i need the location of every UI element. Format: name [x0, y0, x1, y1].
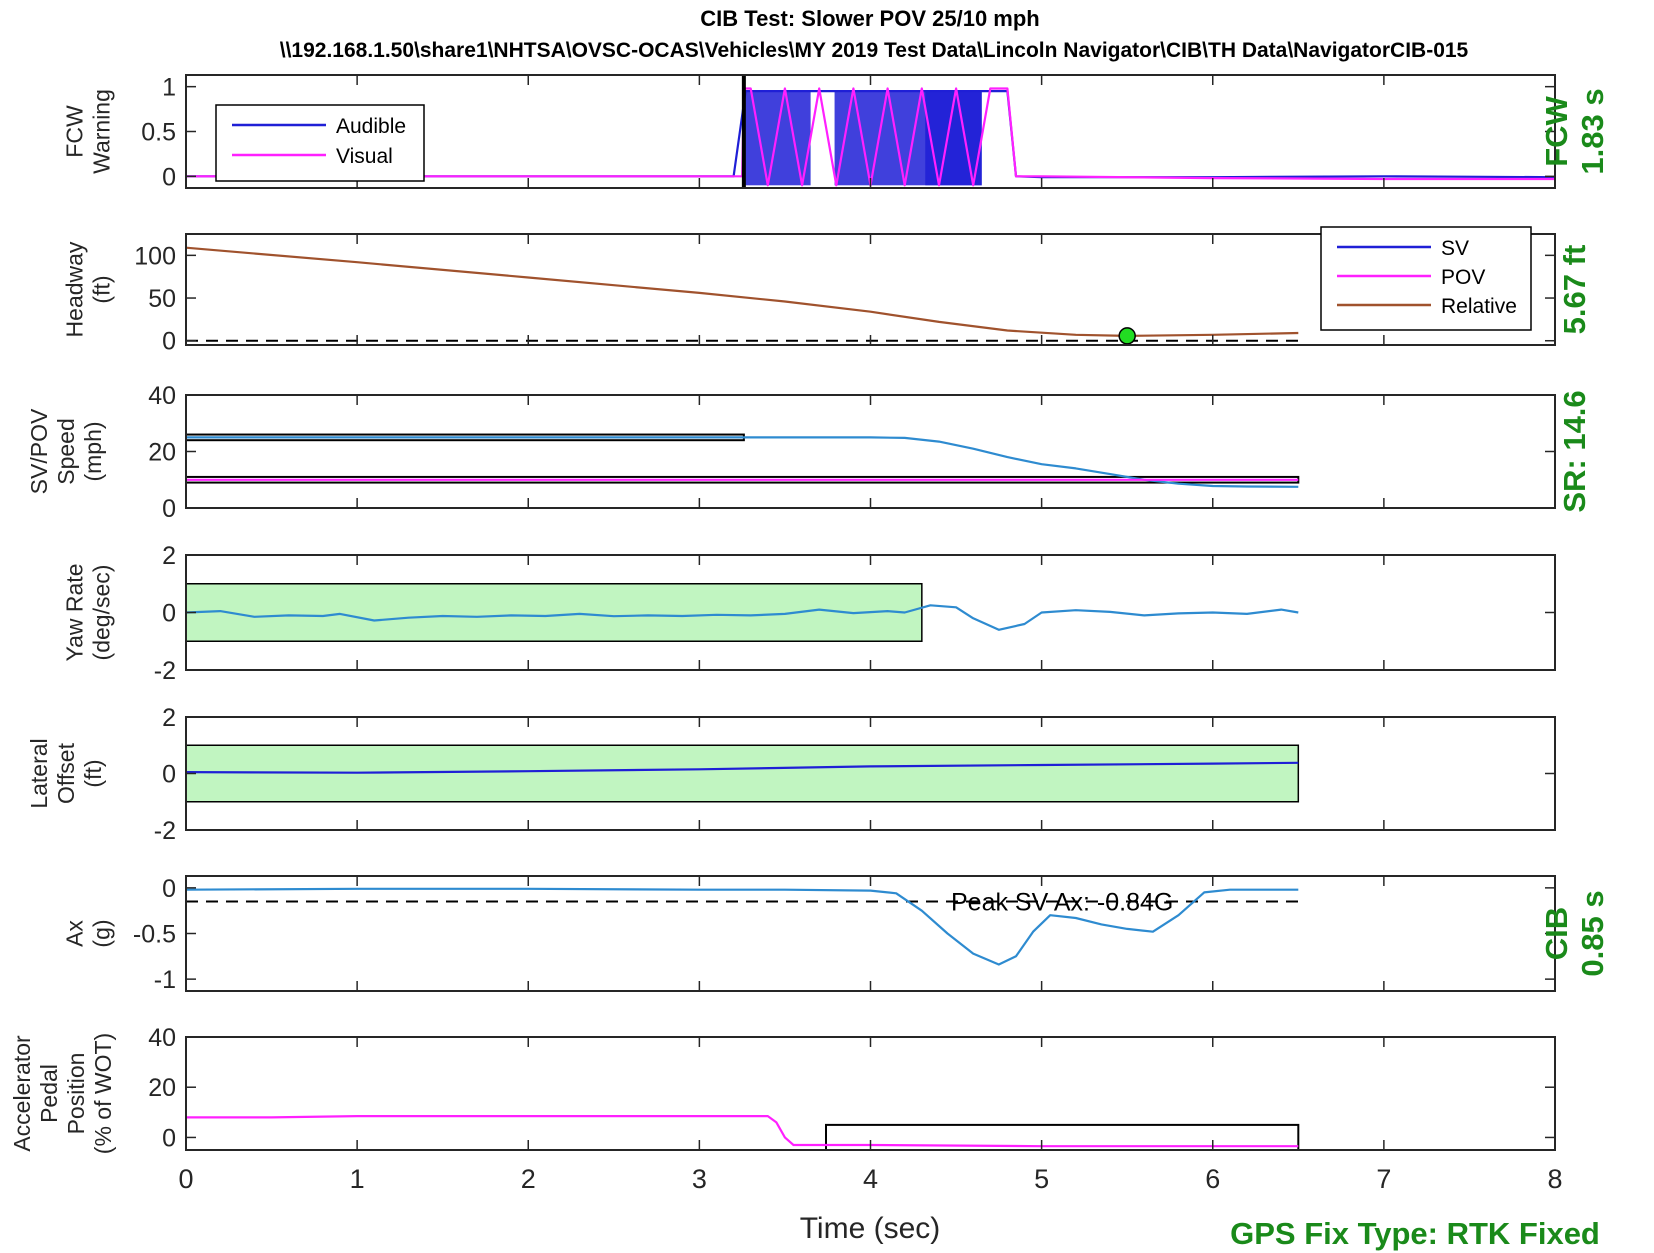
- tolerance-band: [185, 583, 923, 642]
- y-axis-label-line: Lateral: [26, 738, 52, 808]
- series-relative-line: [185, 246, 1299, 337]
- y-axis-label-line: SV/POV: [26, 408, 52, 494]
- y-axis-label-line: FCW: [62, 105, 88, 158]
- y-axis-label-line: (ft): [89, 275, 115, 303]
- right-result-label: 0.85 s: [1575, 890, 1610, 976]
- y-axis-label-line: Offset: [53, 742, 79, 804]
- x-tick-label: 5: [1034, 1164, 1049, 1194]
- x-tick-label: 2: [521, 1164, 536, 1194]
- y-axis-label-line: Headway: [62, 241, 88, 337]
- peak-ax-annotation: Peak SV Ax: -0.84G: [951, 889, 1173, 917]
- series-ax-line: [185, 887, 1299, 966]
- x-axis-label: Time (sec): [800, 1212, 941, 1245]
- y-axis-label-line: (mph): [80, 421, 106, 481]
- series-lateral-line: [185, 761, 1299, 774]
- y-tick-label: 0: [162, 163, 176, 191]
- y-tick-label: -2: [154, 817, 176, 845]
- legend-box: [1320, 226, 1532, 331]
- y-tick-label: 100: [134, 242, 176, 270]
- legend-box: [215, 104, 425, 182]
- y-tick-label: 50: [148, 285, 176, 313]
- right-result-label: 1.83 s: [1575, 88, 1610, 174]
- y-tick-label: 1: [162, 74, 176, 102]
- y-axis-label-line: Warning: [89, 89, 115, 174]
- right-result-label: SR: 14.6: [1557, 390, 1592, 512]
- chart-subtitle: \\192.168.1.50\share1\NHTSA\OVSC-OCAS\Ve…: [280, 39, 1469, 62]
- y-tick-label: 2: [162, 542, 176, 570]
- audible-burst-0: [745, 91, 811, 186]
- x-tick-label: 1: [350, 1164, 365, 1194]
- axes-frame: [185, 1036, 1556, 1151]
- y-axis-label-line: Accelerator: [9, 1035, 35, 1152]
- x-tick-label: 4: [863, 1164, 878, 1194]
- legend-fcw: Audible Visual: [215, 104, 425, 182]
- right-result-label: 5.67 ft: [1557, 245, 1592, 335]
- min-headway-point: [1118, 327, 1136, 345]
- y-axis-label-line: Position: [63, 1053, 89, 1135]
- y-axis-label-line: Ax: [62, 920, 88, 947]
- series-yaw-line: [185, 604, 1299, 631]
- legend-label: SV: [1441, 237, 1469, 260]
- axes-frame: [185, 875, 1556, 992]
- x-tick-label: 3: [692, 1164, 707, 1194]
- y-tick-label: 2: [162, 704, 176, 732]
- y-tick-label: 0: [162, 761, 176, 789]
- y-axis-label-line: (g): [89, 919, 115, 947]
- y-tick-label: -1: [154, 966, 176, 994]
- right-result-label: FCW: [1539, 95, 1574, 166]
- y-tick-label: 40: [148, 382, 176, 410]
- y-axis-label-line: (ft): [80, 759, 106, 787]
- panel-ax: Peak SV Ax: -0.84G -1 -0.5 0 Ax (g) CIB 0.85 s: [62, 875, 1611, 994]
- y-axis-label-line: Speed: [53, 418, 79, 485]
- y-tick-label: 0: [162, 495, 176, 523]
- panel-speed: 0 20 40 SV/POV Speed (mph) SR: 14.6: [26, 382, 1592, 523]
- y-tick-label: 40: [148, 1024, 176, 1052]
- y-tick-label: -0.5: [133, 921, 176, 949]
- chart-title: CIB Test: Slower POV 25/10 mph: [700, 6, 1039, 31]
- y-tick-label: -2: [154, 657, 176, 685]
- panel-pedal: 0 1 2 3 4 5 6 7 8 0 20 40 Accelerator Pedal Position (%…: [9, 1024, 1563, 1194]
- axes-frame: [185, 394, 1556, 509]
- y-tick-label: 20: [148, 1074, 176, 1102]
- y-axis-label-line: (% of WOT): [90, 1033, 116, 1154]
- x-tick-label: 0: [178, 1164, 193, 1194]
- panel-lateral: -2 0 2 Lateral Offset (ft): [26, 704, 1556, 845]
- legend-headway: SV POV Relative: [1320, 226, 1532, 331]
- y-tick-label: 0: [162, 875, 176, 903]
- gps-fix-label: GPS Fix Type: RTK Fixed: [1230, 1216, 1600, 1251]
- y-tick-label: 0: [162, 600, 176, 628]
- series-visual-line: [186, 87, 1555, 187]
- y-tick-label: 0: [162, 1124, 176, 1152]
- y-tick-label: 0.5: [141, 119, 176, 147]
- x-tick-label: 6: [1205, 1164, 1220, 1194]
- x-tick-label: 8: [1547, 1164, 1562, 1194]
- panel-headway: 0 50 100 Headway (ft) 5.67 ft SV POV Relative: [62, 226, 1592, 356]
- y-tick-label: 0: [162, 328, 176, 356]
- legend-label: Audible: [336, 115, 406, 138]
- legend-label: POV: [1441, 266, 1485, 289]
- x-tick-label: 7: [1376, 1164, 1391, 1194]
- y-tick-label: 20: [148, 439, 176, 467]
- y-axis-label-line: Yaw Rate: [62, 563, 88, 661]
- legend-label: Visual: [336, 145, 393, 168]
- right-result-label: CIB: [1539, 907, 1574, 960]
- legend-label: Relative: [1441, 295, 1517, 318]
- series-sv-line: [186, 436, 1299, 488]
- y-axis-label-line: (deg/sec): [89, 565, 115, 661]
- series-pedal-line: [186, 1114, 1299, 1148]
- y-axis-label-line: Pedal: [36, 1064, 62, 1123]
- panel-yaw: -2 0 2 Yaw Rate (deg/sec): [62, 542, 1556, 685]
